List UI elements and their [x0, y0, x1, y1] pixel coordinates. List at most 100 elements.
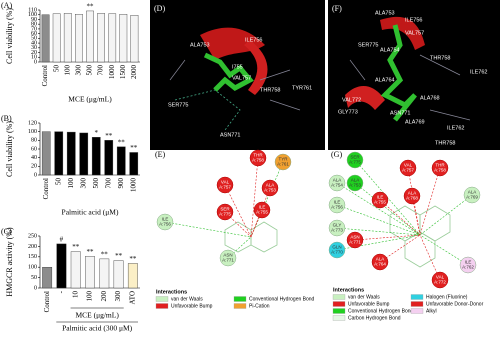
residue-chain: A:756	[331, 205, 343, 210]
x-tick-label: -	[57, 290, 65, 293]
residue-node	[346, 151, 364, 169]
residue-name: SER	[350, 155, 360, 160]
residue-label: VAL757	[405, 30, 424, 36]
residue-label: ALA764	[375, 77, 395, 83]
residue-label: SER775	[358, 42, 379, 48]
interaction-line	[419, 194, 473, 236]
legend-swatch	[410, 294, 424, 300]
x-tick-label: 700	[97, 65, 105, 76]
bar	[91, 137, 101, 176]
interaction-line	[250, 161, 284, 238]
residue-node	[328, 196, 346, 214]
x-axis-label: Palmitic acid (μM)	[62, 208, 119, 217]
residue-name: ALA	[351, 178, 360, 183]
residue-name: VAL	[404, 163, 413, 168]
significance-mark: **	[130, 144, 138, 152]
interaction-line	[224, 211, 252, 238]
bar	[66, 131, 76, 176]
residue-chain: A:762	[462, 265, 474, 270]
ligand-e	[224, 221, 278, 253]
bar	[86, 10, 94, 63]
x-tick-label: 100	[86, 291, 94, 302]
interaction-line	[336, 182, 421, 236]
y-tick-label: 100	[28, 265, 37, 271]
bar	[42, 267, 53, 289]
residue-name: ALA	[333, 178, 342, 183]
residue-chain: A:753	[264, 188, 276, 193]
residue-chain: A:756	[159, 222, 171, 227]
legend-swatch	[410, 301, 424, 307]
residue-name: ALA	[408, 191, 417, 196]
x-tick-label: 1000	[108, 65, 116, 80]
bar	[70, 251, 81, 289]
significance-mark: *	[95, 129, 99, 137]
bar	[108, 13, 117, 63]
residue-label: ILE756	[245, 37, 262, 43]
bar	[79, 132, 89, 176]
x-tick-label: 700	[104, 178, 112, 189]
interaction-line	[250, 157, 259, 238]
residue-chain: A:755	[374, 200, 386, 205]
significance-mark: **	[87, 3, 95, 11]
legend-label: van der Waals	[348, 294, 380, 300]
x-tick-label: 100	[67, 178, 75, 189]
x-tick-label: 1000	[129, 178, 137, 193]
y-tick-label: 0	[34, 172, 37, 178]
y-tick-label: 200	[28, 244, 37, 250]
y-tick-label: 40	[31, 40, 37, 46]
interaction-line	[379, 199, 421, 236]
interaction-line	[419, 167, 441, 236]
y-tick-label: 80	[31, 138, 37, 144]
y-tick-label: 30	[31, 45, 37, 51]
molecule-f	[345, 16, 471, 122]
residue-name: ILE	[465, 260, 472, 265]
residue-chain: A:770	[331, 250, 343, 255]
x-tick-label: 500	[86, 65, 94, 76]
residue-label: GLY773	[338, 109, 358, 115]
residue-label: ILE762	[447, 125, 464, 131]
x-tick-label: 100	[63, 65, 71, 76]
bar	[130, 14, 139, 63]
residue-name: TYR	[279, 157, 289, 162]
y-tick-label: 0	[34, 59, 37, 65]
x-tick-label: 300	[79, 178, 87, 189]
residue-name: ILE	[377, 195, 384, 200]
residue-chain: A:753	[349, 183, 361, 188]
legend-swatch	[332, 315, 346, 321]
residue-label: ILE762	[470, 69, 487, 75]
bar	[104, 140, 114, 176]
residue-name: THR	[435, 163, 445, 168]
bar	[116, 146, 126, 176]
legend-title: Interactions	[156, 289, 187, 295]
residue-label: ASN771	[390, 110, 411, 116]
residue-label: ALA768	[420, 95, 440, 101]
y-tick-label: 70	[31, 26, 37, 32]
residue-node	[431, 159, 449, 177]
residue-node	[219, 249, 237, 267]
panel-label: (A)	[1, 1, 12, 10]
residue-node	[459, 256, 477, 274]
residue-name: ALA	[376, 257, 385, 262]
legend-swatch	[155, 296, 169, 302]
bar	[99, 258, 110, 289]
residue-label: ALA753	[375, 10, 395, 16]
significance-mark: **	[129, 255, 137, 263]
residue-name: ASN	[223, 253, 232, 258]
bar	[119, 14, 128, 63]
significance-mark: **	[72, 243, 80, 251]
residue-name: ILE	[162, 217, 169, 222]
residue-chain: A:768	[406, 196, 418, 201]
legend-label: Alkyl	[426, 308, 437, 314]
residue-node	[399, 159, 417, 177]
residue-node	[156, 213, 174, 231]
y-tick-label: 150	[28, 254, 37, 260]
residue-name: VAL	[436, 275, 445, 280]
y-tick-label: 60	[31, 31, 37, 37]
y-tick-label: 250	[28, 233, 37, 239]
significance-mark: **	[87, 248, 95, 256]
residue-node	[253, 201, 271, 219]
legend-swatch	[410, 308, 424, 314]
x-tick-label: 300	[74, 65, 82, 76]
y-tick-label: 110	[28, 7, 37, 13]
residue-node	[371, 191, 389, 209]
